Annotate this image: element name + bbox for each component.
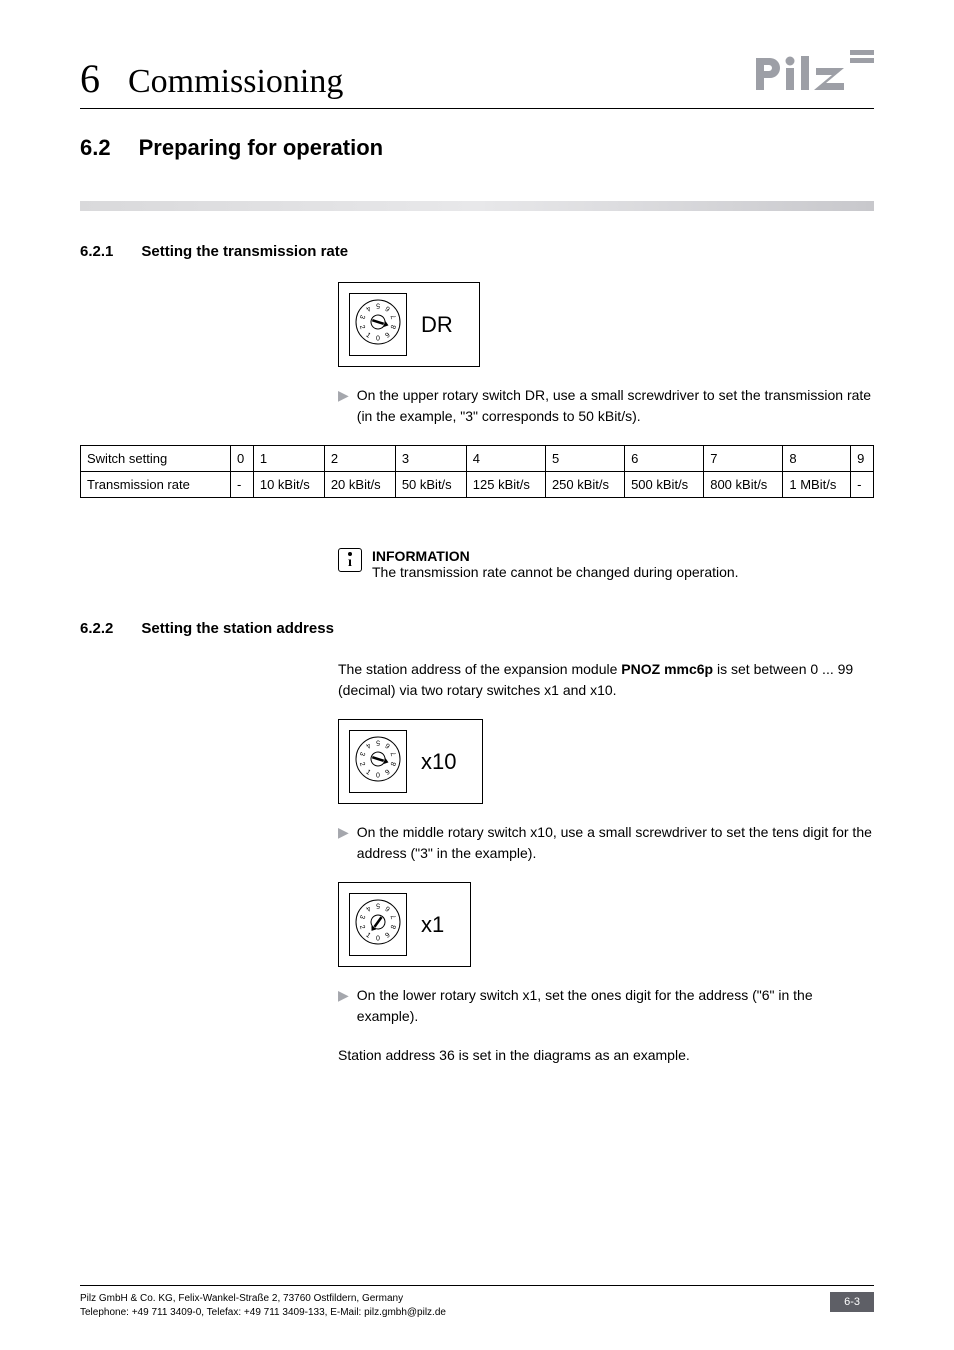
svg-text:8: 8 (390, 924, 398, 930)
svg-text:1: 1 (364, 332, 371, 340)
section-heading: 6.2 Preparing for operation (80, 135, 874, 161)
svg-text:1: 1 (364, 769, 371, 777)
rotary-x10-label: x10 (421, 749, 456, 775)
pilz-logo (754, 50, 874, 92)
svg-text:6: 6 (384, 304, 391, 312)
bullet-dr: ▶ On the upper rotary switch DR, use a s… (338, 385, 874, 427)
triangle-bullet-icon: ▶ (338, 985, 349, 1027)
svg-text:3: 3 (358, 751, 366, 757)
svg-text:3: 3 (358, 914, 366, 920)
svg-text:7: 7 (390, 914, 398, 920)
bullet-x1: ▶ On the lower rotary switch x1, set the… (338, 985, 874, 1027)
svg-text:7: 7 (390, 314, 398, 320)
page-footer: Pilz GmbH & Co. KG, Felix-Wankel-Straße … (80, 1285, 874, 1320)
section-number: 6.2 (80, 135, 111, 161)
info-icon: ı (338, 548, 362, 572)
triangle-bullet-icon: ▶ (338, 385, 349, 427)
svg-text:9: 9 (384, 332, 391, 340)
bullet-x10: ▶ On the middle rotary switch x10, use a… (338, 822, 874, 864)
subsection-2-heading: 6.2.2 Setting the station address (80, 620, 874, 637)
rotary-switch-x10-icon: 01 2 3 456 7 8 9 (349, 730, 407, 793)
info-title: INFORMATION (372, 548, 739, 564)
svg-text:5: 5 (376, 302, 380, 309)
sub2-intro: The station address of the expansion mod… (338, 659, 874, 701)
rotary-dr-label: DR (421, 312, 453, 338)
svg-text:9: 9 (384, 932, 391, 940)
footer-page-number: 6-3 (830, 1292, 874, 1312)
svg-text:4: 4 (364, 904, 371, 912)
subsection-2-title: Setting the station address (141, 620, 334, 637)
transmission-rate-table: Switch setting 0 1 2 3 4 5 6 7 8 9 Trans… (80, 445, 874, 498)
chapter-title: Commissioning (128, 63, 343, 101)
row-label: Switch setting (81, 446, 231, 472)
svg-text:6: 6 (384, 904, 391, 912)
subsection-1-heading: 6.2.1 Setting the transmission rate (80, 243, 874, 260)
subsection-1-number: 6.2.1 (80, 243, 113, 260)
information-callout: ı INFORMATION The transmission rate cann… (338, 548, 874, 580)
svg-text:6: 6 (384, 741, 391, 749)
footer-line1: Pilz GmbH & Co. KG, Felix-Wankel-Straße … (80, 1292, 446, 1306)
chapter-header: 6 Commissioning (80, 50, 874, 109)
info-body: The transmission rate cannot be changed … (372, 564, 739, 580)
bullet-dr-text: On the upper rotary switch DR, use a sma… (357, 385, 874, 427)
svg-text:1: 1 (364, 932, 371, 940)
rotary-x10-figure: 01 2 3 456 7 8 9 x10 (338, 719, 874, 804)
svg-text:9: 9 (384, 769, 391, 777)
svg-text:5: 5 (376, 739, 380, 746)
svg-text:7: 7 (390, 751, 398, 757)
svg-text:0: 0 (376, 336, 380, 343)
rotary-dr-figure: 01 2 3 456 7 8 9 DR (338, 282, 874, 367)
svg-text:2: 2 (358, 324, 366, 330)
row-label: Transmission rate (81, 472, 231, 498)
sub2-closing: Station address 36 is set in the diagram… (338, 1045, 874, 1066)
triangle-bullet-icon: ▶ (338, 822, 349, 864)
svg-text:4: 4 (364, 741, 371, 749)
svg-text:4: 4 (364, 304, 371, 312)
rotary-switch-x1-icon: 01 2 3 456 7 8 9 (349, 893, 407, 956)
svg-text:2: 2 (358, 924, 366, 930)
rotary-x1-figure: 01 2 3 456 7 8 9 x1 (338, 882, 874, 967)
svg-text:8: 8 (390, 324, 398, 330)
divider-bar (80, 201, 874, 211)
svg-text:0: 0 (376, 773, 380, 780)
svg-text:0: 0 (376, 936, 380, 943)
subsection-2-number: 6.2.2 (80, 620, 113, 637)
section-title: Preparing for operation (139, 135, 383, 161)
rotary-x1-label: x1 (421, 912, 444, 938)
bullet-x10-text: On the middle rotary switch x10, use a s… (357, 822, 874, 864)
table-row: Transmission rate - 10 kBit/s 20 kBit/s … (81, 472, 874, 498)
table-row: Switch setting 0 1 2 3 4 5 6 7 8 9 (81, 446, 874, 472)
svg-text:5: 5 (376, 902, 380, 909)
svg-text:8: 8 (390, 761, 398, 767)
rotary-switch-dr-icon: 01 2 3 456 7 8 9 (349, 293, 407, 356)
footer-line2: Telephone: +49 711 3409-0, Telefax: +49 … (80, 1306, 446, 1320)
chapter-number: 6 (80, 55, 100, 102)
subsection-1-title: Setting the transmission rate (141, 243, 348, 260)
bullet-x1-text: On the lower rotary switch x1, set the o… (357, 985, 874, 1027)
svg-text:2: 2 (358, 761, 366, 767)
svg-text:3: 3 (358, 314, 366, 320)
